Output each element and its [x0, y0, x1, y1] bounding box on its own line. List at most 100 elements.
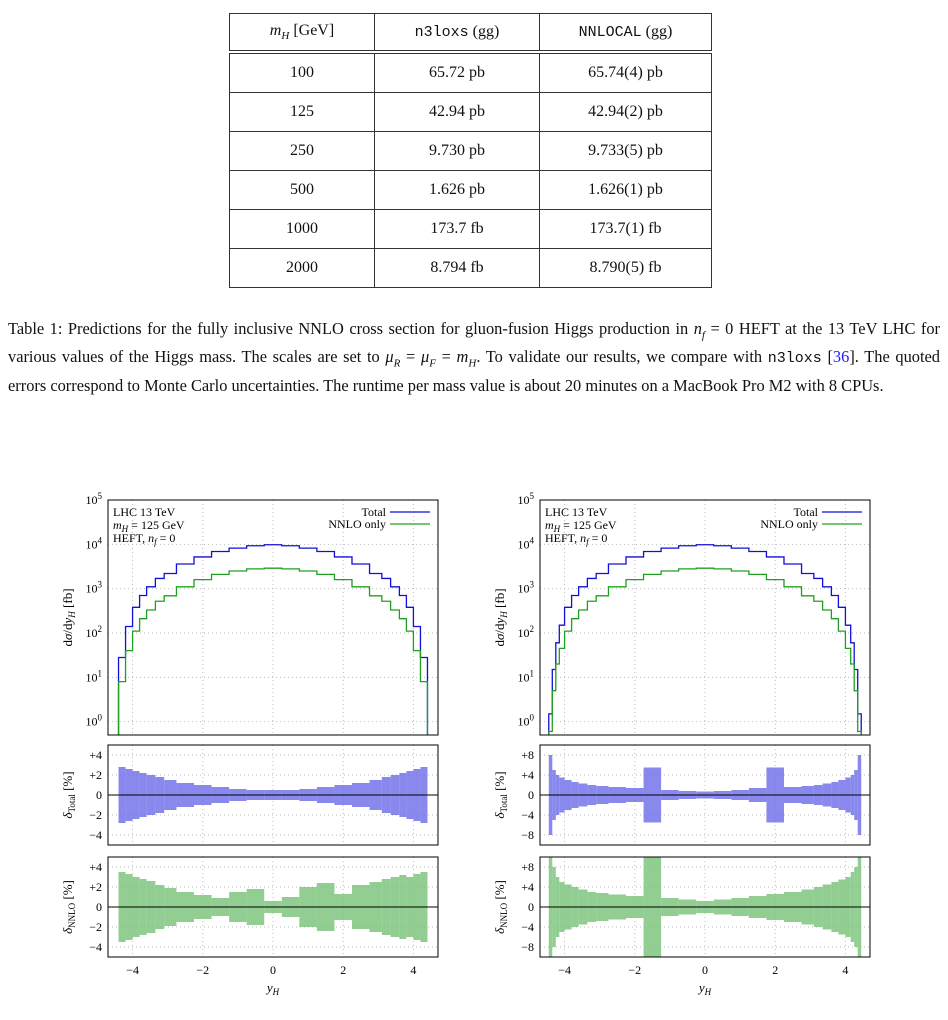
x-tick-label: −2 [196, 963, 209, 977]
y-tick-label: 100 [518, 713, 535, 729]
y-tick-label: 0 [96, 788, 102, 802]
plot-frame [107, 744, 439, 846]
legend-nnlo-label: NNLO only [760, 517, 818, 531]
info-theory: HEFT, nf = 0 [113, 531, 175, 547]
y-tick-label: 100 [86, 713, 103, 729]
table-cell: 8.794 fb [374, 248, 540, 288]
table-cell: 125 [229, 92, 375, 132]
table-cell: 8.790(5) fb [539, 248, 712, 288]
plot-frame [539, 856, 871, 958]
y-axis-label: dσ/dyH [fb] [492, 588, 509, 646]
y-tick-label: +4 [89, 748, 102, 762]
table-cell: 9.730 pb [374, 131, 540, 171]
x-tick-label: 0 [270, 963, 276, 977]
table-row: 250 9.730 pb 9.733(5) pb [229, 131, 712, 171]
table-caption: Table 1: Predictions for the fully inclu… [8, 319, 940, 395]
x-tick-label: 2 [340, 963, 346, 977]
ratio-y-label: δNNLO [%] [60, 880, 77, 934]
y-tick-label: −8 [521, 940, 534, 954]
series-nnlo-line [117, 567, 429, 735]
x-tick-label: −4 [126, 963, 139, 977]
info-theory: HEFT, nf = 0 [545, 531, 607, 547]
table-cell: 100 [229, 51, 375, 93]
ratio-y-label: δTotal [%] [492, 771, 509, 818]
y-tick-label: +8 [521, 860, 534, 874]
y-tick-label: +8 [521, 748, 534, 762]
table-row: 100 65.72 pb 65.74(4) pb [229, 51, 712, 93]
x-axis-label: yH [697, 980, 712, 997]
y-tick-label: 103 [86, 580, 103, 596]
x-axis-label: yH [265, 980, 280, 997]
ratio-y-label: δNNLO [%] [492, 880, 509, 934]
table-row: 125 42.94 pb 42.94(2) pb [229, 92, 712, 132]
header-mass-unit: [GeV] [293, 21, 335, 39]
x-tick-label: 4 [842, 963, 848, 977]
y-tick-label: −2 [89, 920, 102, 934]
results-table: mH [GeV] n3loxs (gg) NNLOCAL (gg) 100 65.… [229, 13, 712, 288]
header-n3loxs: n3loxs (gg) [374, 13, 540, 53]
y-tick-label: 105 [518, 491, 535, 507]
info-mass: mH = 125 GeV [113, 518, 185, 534]
y-tick-label: 0 [96, 900, 102, 914]
y-tick-label: −8 [521, 828, 534, 842]
series-total-line [548, 544, 862, 735]
info-mass: mH = 125 GeV [545, 518, 617, 534]
table-cell: 500 [229, 170, 375, 210]
legend-total-label: Total [362, 505, 387, 519]
ratio-panel-nnlo: −8 −4 0 +4 +8 δNNLO [%] [492, 856, 871, 958]
y-tick-label: −4 [89, 828, 102, 842]
series-nnlo-line [548, 567, 862, 735]
table-cell: 1000 [229, 209, 375, 249]
y-tick-label: 0 [528, 900, 534, 914]
y-tick-label: +2 [89, 768, 102, 782]
table-row: 2000 8.794 fb 8.790(5) fb [229, 248, 712, 288]
y-tick-label: 102 [518, 624, 535, 640]
x-tick-label: −4 [558, 963, 571, 977]
table-row: 1000 173.7 fb 173.7(1) fb [229, 209, 712, 249]
table-cell: 2000 [229, 248, 375, 288]
citation-link[interactable]: 36 [832, 347, 850, 367]
table-cell: 250 [229, 131, 375, 171]
table-cell: 42.94(2) pb [539, 92, 712, 132]
y-axis-label: dσ/dyH [fb] [60, 588, 77, 646]
y-tick-label: 103 [518, 580, 535, 596]
plot-frame [107, 856, 439, 958]
table-cell: 1.626(1) pb [539, 170, 712, 210]
y-tick-label: 104 [518, 535, 535, 551]
y-tick-label: +4 [89, 860, 102, 874]
series-total-line [117, 544, 429, 735]
x-tick-label: 2 [772, 963, 778, 977]
y-tick-label: −4 [89, 940, 102, 954]
y-tick-label: +4 [521, 880, 534, 894]
info-collider: LHC 13 TeV [113, 505, 176, 519]
table-cell: 173.7(1) fb [539, 209, 712, 249]
ratio-panel-nnlo: −4 −2 0 +2 +4 δNNLO [%] [60, 856, 439, 958]
plot-frame [107, 499, 439, 736]
y-tick-label: +2 [89, 880, 102, 894]
x-tick-label: −2 [628, 963, 641, 977]
y-tick-label: 105 [86, 491, 103, 507]
header-nnlocal: NNLOCAL (gg) [539, 13, 712, 53]
table-row: 500 1.626 pb 1.626(1) pb [229, 170, 712, 210]
table-cell: 65.74(4) pb [539, 51, 712, 93]
ratio-y-label: δTotal [%] [60, 771, 77, 818]
y-tick-label: −4 [521, 808, 534, 822]
info-collider: LHC 13 TeV [545, 505, 608, 519]
table-header-row: mH [GeV] n3loxs (gg) NNLOCAL (gg) [229, 13, 712, 53]
y-tick-label: 0 [528, 788, 534, 802]
table-cell: 9.733(5) pb [539, 131, 712, 171]
y-tick-label: 102 [86, 624, 103, 640]
y-tick-label: 101 [518, 668, 535, 684]
x-tick-label: 4 [410, 963, 416, 977]
table-cell: 42.94 pb [374, 92, 540, 132]
legend-nnlo-label: NNLO only [328, 517, 386, 531]
x-tick-label: 0 [702, 963, 708, 977]
y-tick-label: 101 [86, 668, 103, 684]
ratio-panel-total: −4 −2 0 +2 +4 δTotal [%] [60, 744, 439, 846]
plot-frame [539, 499, 871, 736]
table-cell: 173.7 fb [374, 209, 540, 249]
